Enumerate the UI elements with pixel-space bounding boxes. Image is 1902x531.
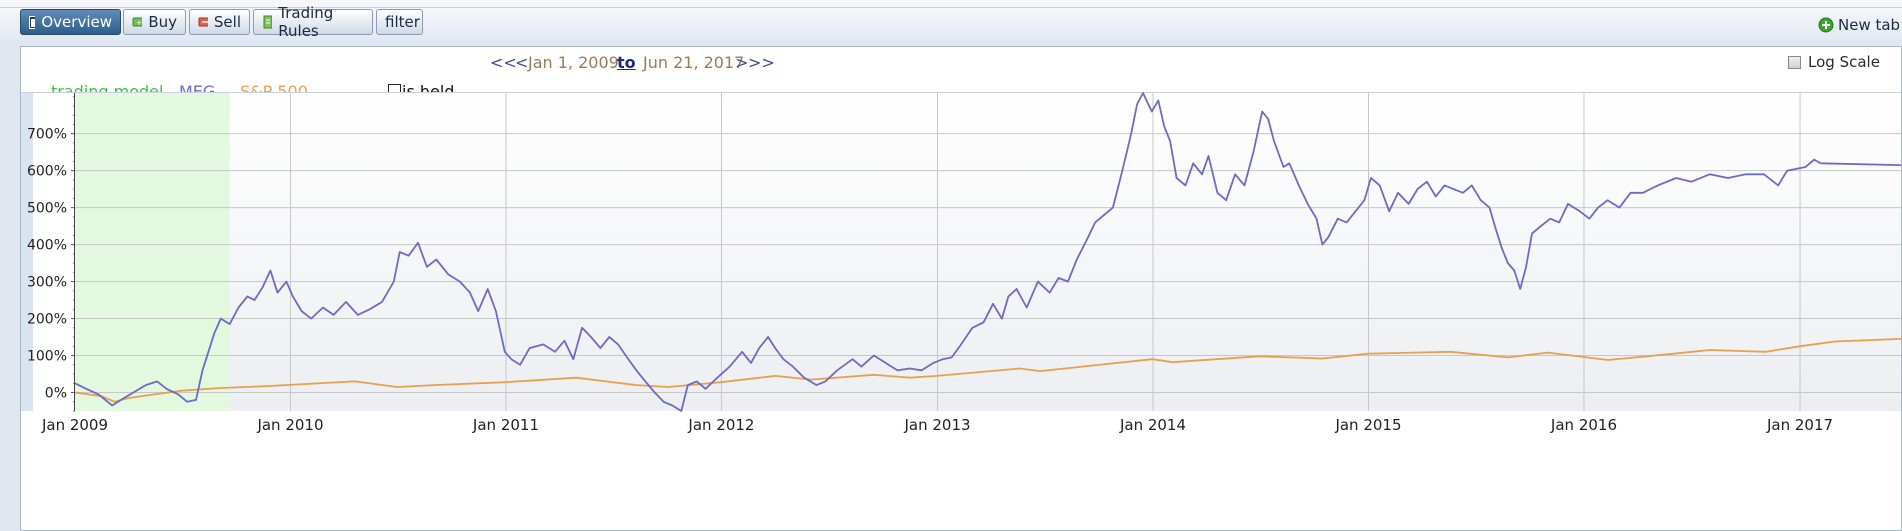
tab-label: Trading Rules (278, 4, 334, 40)
chart-panel: << < Jan 1, 2009 to Jun 21, 2017 > >> Lo… (20, 46, 1902, 531)
log-scale-toggle[interactable]: Log Scale (1788, 53, 1880, 71)
y-tick-label: 100% (27, 349, 67, 365)
x-tick-label: Jan 2011 (472, 416, 539, 434)
series-line-sp500 (74, 338, 1901, 403)
tab-filter[interactable]: filter (376, 9, 423, 35)
date-navigator: << < Jan 1, 2009 to Jun 21, 2017 > >> Lo… (21, 47, 1902, 72)
tab-trading-rules[interactable]: Trading Rules (253, 4, 373, 40)
log-scale-checkbox[interactable] (1788, 55, 1801, 69)
y-tick-label: 0% (45, 386, 67, 402)
end-date[interactable]: Jun 21, 2017 (643, 53, 745, 72)
x-tick-label: Jan 2017 (1766, 416, 1833, 434)
y-tick-label: 500% (27, 201, 67, 217)
tab-label: filter (385, 13, 420, 31)
held-period-band (75, 93, 230, 411)
rules-icon (263, 15, 273, 29)
left-scroll-strip (21, 93, 33, 411)
next-link[interactable]: > (735, 53, 749, 72)
tab-overview[interactable]: Overview (20, 9, 121, 35)
start-date[interactable]: Jan 1, 2009 (528, 53, 619, 72)
prev-link[interactable]: < (515, 53, 529, 72)
tab-label: Sell (213, 13, 241, 31)
x-tick-label: Jan 2012 (687, 416, 754, 434)
tab-bar: Overview + Buy Sell Trading Rules filter… (0, 4, 1902, 40)
y-tick-label: 600% (27, 164, 67, 180)
new-tab-button[interactable]: New tab (1818, 16, 1900, 34)
x-tick-label: Jan 2015 (1334, 416, 1401, 434)
cart-icon: + (132, 17, 143, 27)
svg-text:+: + (136, 19, 142, 27)
x-tick-label: Jan 2010 (256, 416, 323, 434)
tab-buy[interactable]: + Buy (123, 9, 186, 35)
y-tick-label: 700% (27, 127, 67, 143)
tab-sell[interactable]: Sell (189, 9, 250, 35)
tab-label: Overview (41, 13, 112, 31)
log-scale-label: Log Scale (1808, 53, 1880, 71)
chart-window-icon (29, 15, 36, 29)
first-page-link[interactable]: << (490, 53, 517, 72)
y-tick-label: 200% (27, 312, 67, 328)
x-tick-label: Jan 2016 (1550, 416, 1617, 434)
x-tick-label: Jan 2009 (41, 416, 108, 434)
price-chart: 0% 100% 200% 300% 400% 500% 600% 700% Jan 2009 Ja… (21, 92, 1901, 434)
window-top-strip (0, 0, 1902, 8)
series-line-meg (74, 92, 1901, 412)
tab-label: Buy (148, 13, 177, 31)
sell-icon (198, 17, 208, 26)
new-tab-label: New tab (1838, 16, 1901, 34)
last-page-link[interactable]: >> (748, 53, 775, 72)
x-tick-label: Jan 2014 (1119, 416, 1186, 434)
y-tick-label: 300% (27, 275, 67, 291)
y-tick-label: 400% (27, 238, 67, 254)
to-link[interactable]: to (617, 53, 636, 72)
x-tick-label: Jan 2013 (903, 416, 970, 434)
plot-area (75, 93, 1901, 411)
plus-circle-icon (1818, 17, 1834, 33)
